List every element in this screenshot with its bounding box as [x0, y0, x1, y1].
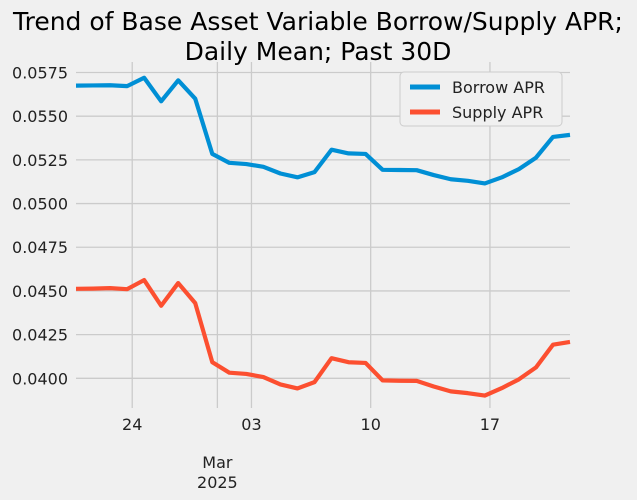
y-tick-label: 0.0475	[12, 238, 68, 257]
x-tick-label: 10	[361, 415, 381, 434]
y-tick-label: 0.0425	[12, 326, 68, 345]
x-tick-label: 03	[241, 415, 261, 434]
legend-box	[399, 71, 563, 127]
y-axis-ticks: 0.0575 0.0550 0.0525 0.0500 0.0475 0.0450 0.04…	[12, 63, 68, 388]
x-month-label: Mar	[202, 453, 233, 472]
x-year-label: 2025	[197, 473, 238, 492]
series-line-borrow-apr	[75, 75, 571, 186]
legend: Borrow APR Supply APR	[399, 71, 563, 127]
y-tick-label: 0.0450	[12, 282, 68, 301]
y-tick-label: 0.0575	[12, 63, 68, 82]
y-tick-label: 0.0400	[12, 369, 68, 388]
legend-label-borrow: Borrow APR	[452, 78, 545, 97]
y-tick-label: 0.0500	[12, 195, 68, 214]
legend-label-supply: Supply APR	[452, 103, 543, 122]
y-tick-label: 0.0525	[12, 151, 68, 170]
chart-title-line-1: Trend of Base Asset Variable Borrow/Supp…	[12, 7, 623, 36]
series-line-supply-apr	[75, 277, 571, 398]
x-tick-label: 24	[122, 415, 142, 434]
y-tick-label: 0.0550	[12, 107, 68, 126]
series-lines	[75, 75, 571, 398]
chart-title-line-2: Daily Mean; Past 30D	[185, 37, 452, 66]
x-tick-label: 17	[480, 415, 500, 434]
